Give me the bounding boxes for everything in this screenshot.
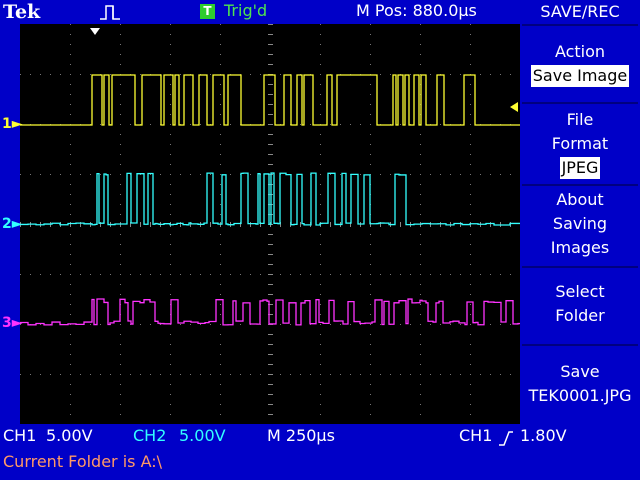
trigger-position-marker [90,28,100,35]
trigger-level: 1.80V [520,426,567,445]
rising-edge-icon [499,431,513,446]
file-format-button[interactable]: File Format JPEG [520,108,640,180]
ch2-label: CH2 [133,426,167,445]
trigger-level-marker [510,102,518,112]
channel-2-marker[interactable]: 2► [2,216,23,232]
menu-title: SAVE/REC [540,2,620,21]
action-button[interactable]: Action Save Image [520,40,640,88]
select-folder-label-2: Folder [555,306,605,325]
menu-divider [522,344,638,346]
ch1-scale: 5.00V [46,426,93,445]
trigger-status: Trig'd [224,1,268,20]
trigger-pulse-icon [100,5,120,20]
menu-divider [522,184,638,186]
channel-1-marker[interactable]: 1► [2,116,23,132]
trigger-badge: T [200,4,215,19]
file-format-value: JPEG [559,157,601,179]
select-folder-label-1: Select [555,282,605,301]
timebase: M 250µs [267,426,335,445]
ch1-label: CH1 [3,426,37,445]
save-label: Save [560,362,600,381]
about-label-2: Saving [552,214,608,233]
top-status-bar: Tek T Trig'd M Pos: 880.0µs [0,0,520,24]
about-label-1: About [556,190,604,209]
file-format-label-2: Format [551,134,609,153]
current-folder-message: Current Folder is A:\ [3,452,163,471]
select-folder-button[interactable]: Select Folder [520,280,640,328]
save-filename: TEK0001.JPG [528,386,632,405]
about-saving-images-button[interactable]: About Saving Images [520,188,640,260]
channel-3-marker[interactable]: 3► [2,315,23,331]
side-menu: Action Save Image File Format JPEG About… [520,24,640,424]
action-label: Action [554,42,606,61]
action-value: Save Image [530,65,630,87]
brand-logo: Tek [3,1,41,23]
about-label-3: Images [550,238,610,257]
waveform-display [19,24,521,425]
menu-divider [522,24,638,26]
trigger-source: CH1 [459,426,493,445]
menu-divider [522,266,638,268]
horizontal-position: M Pos: 880.0µs [356,1,477,20]
ch2-scale: 5.00V [179,426,226,445]
save-button[interactable]: Save TEK0001.JPG [520,360,640,408]
menu-divider [522,102,638,104]
file-format-label-1: File [566,110,594,129]
